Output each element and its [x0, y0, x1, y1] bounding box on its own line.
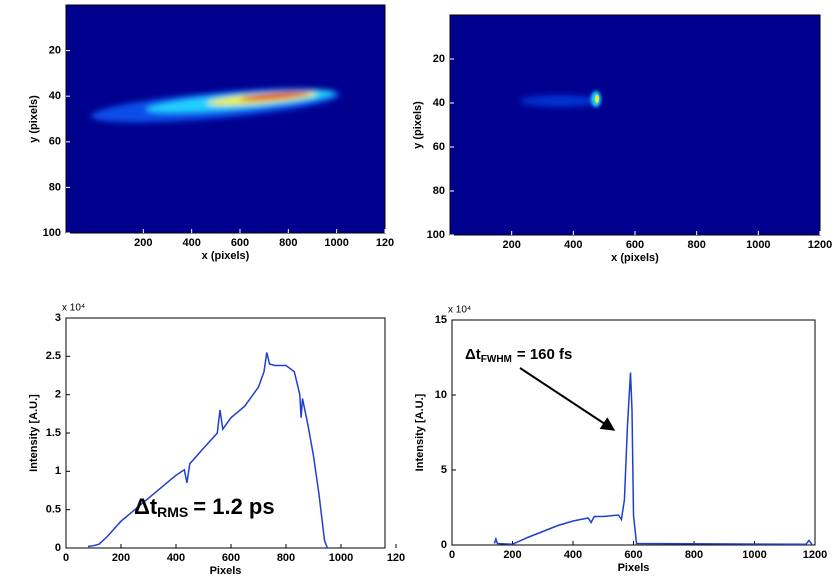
annotation-text: = 1.2 ps — [193, 494, 274, 519]
y-tick-label: 3 — [55, 312, 61, 324]
y-axis-label: Intensity [A.U.] — [28, 394, 40, 472]
y-tick-label: 100 — [427, 229, 445, 241]
x-tick-label: 400 — [564, 239, 582, 251]
x-tick-label: 800 — [687, 239, 705, 251]
y-tick-label: 2.5 — [46, 350, 61, 362]
y-tick-label: 0 — [55, 542, 61, 554]
x-tick-label: 120 — [376, 237, 394, 249]
x-tick-label: 1000 — [746, 239, 770, 251]
y-tick-label: 20 — [433, 53, 445, 65]
x-tick-label: 800 — [277, 552, 295, 564]
x-tick-label: 0 — [63, 552, 69, 564]
x-tick-label: 1200 — [803, 549, 827, 561]
x-tick-label: 1000 — [329, 552, 353, 564]
y-tick-label: 5 — [441, 464, 447, 476]
x-tick-label: 200 — [503, 549, 521, 561]
y-tick-label: 0.5 — [46, 504, 61, 516]
x-tick-label: 800 — [685, 549, 703, 561]
x-tick-label: 0 — [449, 549, 455, 561]
y-tick-label: 40 — [433, 97, 445, 109]
y-tick-label: 15 — [435, 314, 447, 326]
annotation: ΔtRMS = 1.2 ps — [134, 494, 275, 520]
x-axis-label: x (pixels) — [202, 250, 250, 262]
x-tick-label: 800 — [279, 237, 297, 249]
y-axis-label: y (pixels) — [28, 95, 40, 143]
x-tick-label: 1000 — [742, 549, 766, 561]
annotation-subscript: FWHM — [481, 354, 512, 365]
spot-core — [595, 95, 599, 103]
x-axis-label: Pixels — [618, 562, 650, 574]
heat-bg — [450, 15, 820, 235]
panel: 0 200 400 600 800 1000 12000.511.522.53PixelsI… — [28, 303, 405, 577]
y-tick-label: 20 — [49, 45, 61, 57]
annotation-text: = 160 fs — [517, 346, 572, 363]
x-tick-label: 1000 — [324, 237, 348, 249]
y-tick-label: 0 — [441, 539, 447, 551]
plot-frame — [65, 4, 386, 234]
y-tick-label: 100 — [43, 227, 61, 239]
y-axis-label: Intensity [A.U.] — [414, 393, 426, 471]
tail — [520, 95, 600, 107]
y-tick-label: 60 — [49, 136, 61, 148]
line-series — [493, 372, 813, 546]
annotation-symbol: Δt — [134, 494, 158, 519]
x-tick-label: 120 — [387, 552, 405, 564]
annotation-subscript: RMS — [157, 504, 188, 520]
y-tick-label: 1.5 — [46, 427, 61, 439]
x-tick-label: 200 — [112, 552, 130, 564]
y-axis-label: y (pixels) — [412, 101, 424, 149]
x-tick-label: 1200 — [808, 239, 832, 251]
panel: 200 400 600 800 1000 120 20 40 60 80 100 x (pixels)… — [28, 4, 394, 262]
x-tick-label: 400 — [564, 549, 582, 561]
y-tick-label: 2 — [55, 389, 61, 401]
annotation: ΔtFWHM = 160 fs — [465, 346, 572, 365]
y-tick-label: 10 — [435, 389, 447, 401]
axis-multiplier: x 10⁴ — [448, 305, 471, 316]
streak-core — [240, 91, 310, 101]
x-axis-label: Pixels — [210, 565, 242, 577]
annotation-symbol: Δt — [465, 346, 481, 363]
axis-multiplier: x 10⁴ — [62, 303, 85, 314]
x-tick-label: 600 — [231, 237, 249, 249]
x-tick-label: 200 — [134, 237, 152, 249]
annotation-arrow — [519, 367, 616, 431]
x-tick-label: 600 — [222, 552, 240, 564]
x-tick-label: 600 — [626, 239, 644, 251]
x-tick-label: 200 — [502, 239, 520, 251]
y-tick-label: 1 — [55, 465, 61, 477]
streak — [90, 88, 340, 123]
y-tick-label: 60 — [433, 141, 445, 153]
x-tick-label: 400 — [182, 237, 200, 249]
y-tick-label: 80 — [433, 185, 445, 197]
x-axis-label: x (pixels) — [611, 252, 659, 264]
y-tick-label: 40 — [49, 90, 61, 102]
x-tick-label: 400 — [167, 552, 185, 564]
y-tick-label: 80 — [49, 181, 61, 193]
x-tick-label: 600 — [624, 549, 642, 561]
panel: 200 400 600 800 1000 1200 20 40 60 80 100 x (pixels… — [412, 14, 832, 264]
panel: 0 200 400 600 800 1000 1200 0 5 10 15 Pixels Intensi… — [414, 305, 827, 574]
line-series — [87, 352, 329, 549]
